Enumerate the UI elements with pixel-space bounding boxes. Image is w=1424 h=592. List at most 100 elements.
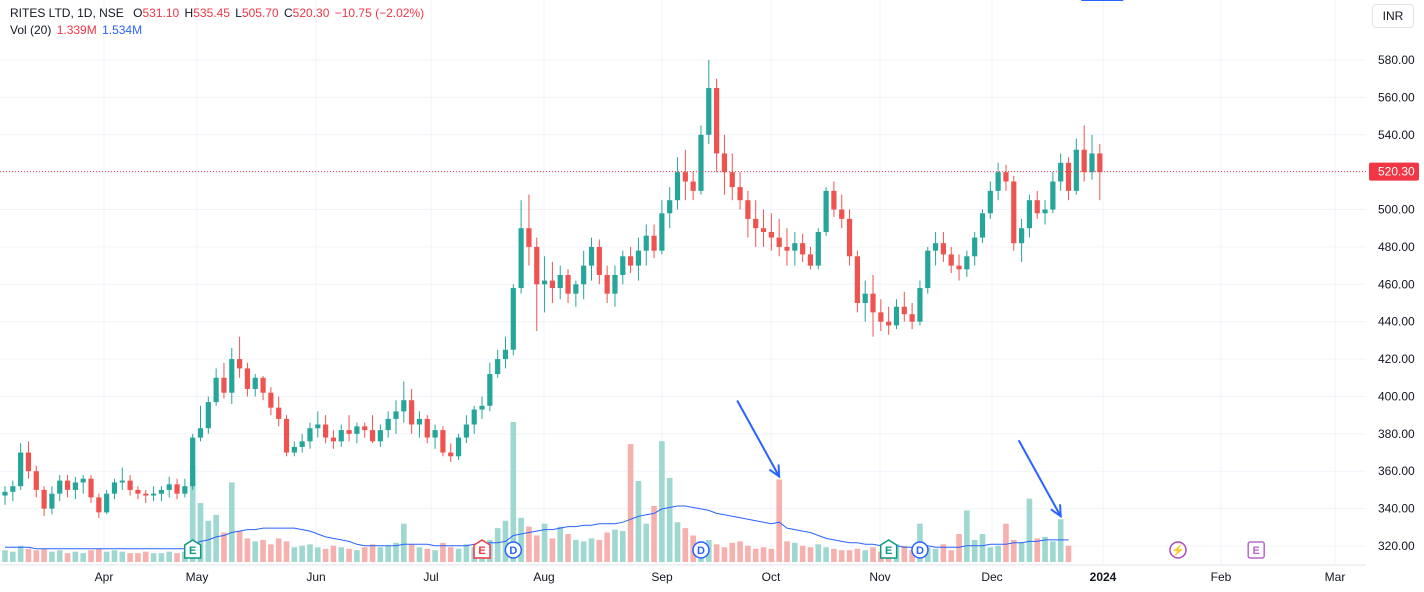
volume-bar <box>260 539 266 562</box>
volume-bar <box>158 553 165 562</box>
price-tick-label: 380.00 <box>1378 427 1415 441</box>
volume-bar <box>682 528 689 562</box>
price-tick-label: 340.00 <box>1378 502 1415 516</box>
volume-indicator-title[interactable]: Vol (20) <box>10 23 52 37</box>
time-axis[interactable]: Apr May Jun Jul Aug Sep Oct Nov Dec 2024 Feb Mar <box>95 570 1346 584</box>
candle-body <box>135 489 141 494</box>
candle-body <box>448 452 454 457</box>
candle-body <box>964 256 970 270</box>
high-value: 535.45 <box>193 6 230 20</box>
price-tick-label: 440.00 <box>1378 315 1415 329</box>
candle-body <box>541 280 548 285</box>
candle-body <box>416 418 423 425</box>
volume-bar <box>799 545 806 562</box>
currency-button[interactable]: INR <box>1372 4 1414 28</box>
candle-body <box>174 484 180 494</box>
volume-bar <box>612 529 618 562</box>
earnings-marker[interactable]: E <box>183 539 202 559</box>
volume-bar <box>221 532 227 562</box>
event-markers[interactable]: E E D D E D ⚡ E <box>183 539 1265 559</box>
candle-body <box>229 359 235 393</box>
marker-letter: E <box>1253 545 1260 557</box>
earnings-marker[interactable]: E <box>473 539 491 559</box>
volume-bar <box>518 517 524 562</box>
volume-bar <box>854 548 861 562</box>
change-value: −10.75 (−2.02%) <box>334 6 425 20</box>
volume-bar <box>737 541 743 562</box>
chart-legend: RITES LTD, 1D, NSE O531.10 H535.45 L505.… <box>10 5 426 39</box>
volume-bar <box>526 526 532 562</box>
time-tick-label: Mar <box>1325 570 1346 584</box>
candle-body <box>690 181 696 191</box>
volume-bar <box>588 538 595 562</box>
dividend-marker[interactable]: D <box>911 541 929 559</box>
candle-body <box>909 314 915 322</box>
volume-bar <box>10 551 16 562</box>
candle-body <box>502 349 509 360</box>
candle-body <box>369 430 376 442</box>
dividend-marker[interactable]: D <box>504 541 523 559</box>
volume-bar <box>1065 545 1072 562</box>
candle-body <box>831 190 837 210</box>
dividend-marker[interactable]: D <box>692 541 710 559</box>
volume-bar <box>964 510 970 562</box>
volume-bar <box>627 444 634 562</box>
volume-legend-row: Vol (20) 1.339M 1.534M <box>10 22 426 39</box>
volume-bar <box>541 523 548 562</box>
volume-bar <box>346 548 352 562</box>
volume-bar <box>424 548 431 562</box>
volume-bar <box>924 547 931 562</box>
candle-body <box>354 426 360 434</box>
earnings-marker[interactable]: E <box>879 539 898 559</box>
volume-bar <box>846 550 853 562</box>
candle-body <box>190 437 196 487</box>
candle-body <box>205 402 211 429</box>
price-tick-label: 480.00 <box>1378 240 1415 254</box>
symbol-title[interactable]: RITES LTD, 1D, NSE <box>10 6 124 20</box>
volume-bar <box>784 541 790 562</box>
candle-body <box>409 400 415 425</box>
high-label: H <box>184 6 194 20</box>
candle-body <box>596 246 602 275</box>
price-axis[interactable]: 320.00 340.00 360.00 380.00 400.00 420.00 440.… <box>1378 53 1415 553</box>
marker-shape <box>1169 541 1187 559</box>
volume-bar <box>338 547 345 562</box>
volume-bar <box>56 550 63 562</box>
time-tick-label: 2024 <box>1090 570 1117 584</box>
candle-body <box>244 368 251 389</box>
marker-shape <box>473 539 491 559</box>
volume-bar <box>385 545 391 562</box>
volume-bar <box>838 550 845 562</box>
candle-body <box>760 228 767 232</box>
candle-body <box>315 424 321 429</box>
candle-body <box>588 246 595 266</box>
volume-bar <box>1050 541 1056 562</box>
time-tick-label: Aug <box>533 570 554 584</box>
candle-body <box>526 228 532 247</box>
candle-body <box>1042 209 1048 214</box>
volume-bar <box>103 551 110 562</box>
candle-body <box>979 213 986 238</box>
candle-body <box>237 359 243 369</box>
price-tick-label: 420.00 <box>1378 352 1415 366</box>
event-marker[interactable]: ⚡ <box>1169 541 1187 559</box>
candle-body <box>534 246 540 285</box>
candle-body <box>197 428 204 438</box>
arrow-shaft <box>1017 439 1062 517</box>
candle-body <box>158 489 164 494</box>
volume-bar <box>909 550 915 562</box>
volume-bar <box>987 547 994 562</box>
candle-body <box>784 246 790 251</box>
volume-bar <box>377 547 384 562</box>
candle-body <box>807 254 814 266</box>
time-tick-label: Apr <box>95 570 114 584</box>
candle-body <box>510 288 516 350</box>
volume-bar <box>932 548 939 562</box>
candle-body <box>72 482 78 490</box>
open-label: O <box>133 6 143 20</box>
earnings-marker[interactable]: E <box>1247 541 1265 559</box>
candle-body <box>815 231 821 266</box>
ohlc-legend-row: RITES LTD, 1D, NSE O531.10 H535.45 L505.… <box>10 5 426 22</box>
candle-body <box>276 407 282 419</box>
